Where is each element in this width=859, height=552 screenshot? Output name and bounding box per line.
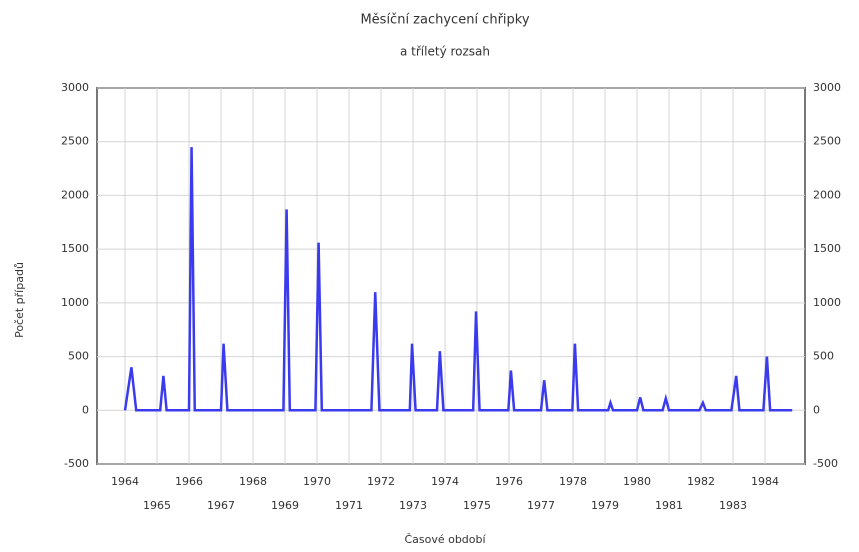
x-tick-label: 1969 <box>271 499 299 512</box>
x-tick-label: 1967 <box>207 499 235 512</box>
y-tick-label-right: 1500 <box>813 242 841 255</box>
x-axis-label: Časové období <box>404 533 486 546</box>
y-tick-label: 3000 <box>61 81 89 94</box>
x-tick-label: 1975 <box>463 499 491 512</box>
y-tick-label-right: 1000 <box>813 296 841 309</box>
x-tick-label: 1966 <box>175 475 203 488</box>
x-tick-label: 1979 <box>591 499 619 512</box>
x-tick-label: 1964 <box>111 475 139 488</box>
x-tick-label: 1972 <box>367 475 395 488</box>
x-tick-label: 1968 <box>239 475 267 488</box>
data-line <box>123 147 793 412</box>
x-tick-label: 1984 <box>751 475 779 488</box>
y-axis-label: Počet případů <box>13 262 26 338</box>
y-tick-label: 1000 <box>61 296 89 309</box>
x-tick-label: 1980 <box>623 475 651 488</box>
y-tick-label: 0 <box>82 403 89 416</box>
x-tick-label: 1977 <box>527 499 555 512</box>
y-tick-label-right: -500 <box>813 457 838 470</box>
x-tick-label: 1978 <box>559 475 587 488</box>
x-tick-label: 1970 <box>303 475 331 488</box>
y-tick-label: 1500 <box>61 242 89 255</box>
y-tick-label: 2500 <box>61 135 89 148</box>
y-tick-label-right: 500 <box>813 350 834 363</box>
y-tick-label-right: 0 <box>813 403 820 416</box>
x-tick-label: 1973 <box>399 499 427 512</box>
x-tick-label: 1974 <box>431 475 459 488</box>
plot-area <box>96 87 806 465</box>
y-tick-label: 2000 <box>61 188 89 201</box>
x-tick-label: 1976 <box>495 475 523 488</box>
y-tick-label-right: 2500 <box>813 135 841 148</box>
x-tick-label: 1981 <box>655 499 683 512</box>
chart-title: Měsíční zachycení chřipky <box>360 13 529 28</box>
x-tick-label: 1983 <box>719 499 747 512</box>
y-tick-label-right: 2000 <box>813 188 841 201</box>
y-tick-label: 500 <box>68 350 89 363</box>
x-tick-label: 1965 <box>143 499 171 512</box>
y-tick-label: -500 <box>64 457 89 470</box>
x-tick-label: 1971 <box>335 499 363 512</box>
y-tick-label-right: 3000 <box>813 81 841 94</box>
x-tick-label: 1982 <box>687 475 715 488</box>
chart-subtitle: a tříletý rozsah <box>400 45 490 59</box>
